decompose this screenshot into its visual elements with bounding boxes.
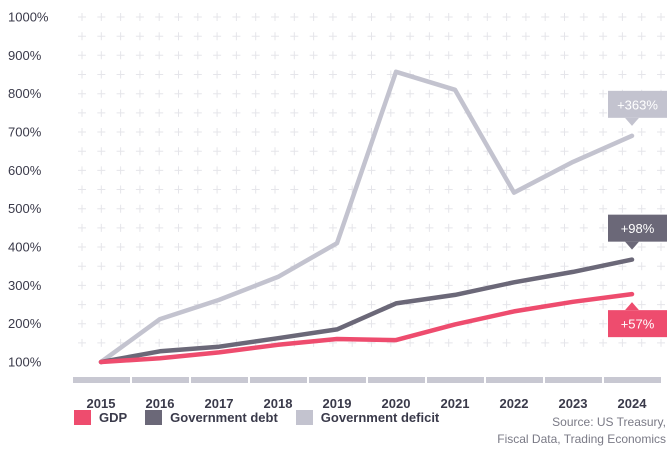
y-tick-label: 500% [8, 201, 42, 216]
end-label-text: +98% [621, 221, 655, 236]
series-lines [98, 69, 635, 365]
legend-item-government-deficit: Government deficit [295, 410, 440, 425]
y-tick-label: 100% [8, 355, 42, 370]
legend-swatch-government-debt [145, 410, 163, 425]
end-label-pointer [625, 302, 639, 311]
series-line-gdp [98, 291, 635, 365]
legend-swatch-gdp [74, 410, 91, 425]
y-tick-label: 1000% [8, 10, 49, 25]
legend: GDP Government debt Government deficit [74, 410, 457, 425]
x-tick-label: 2023 [559, 396, 588, 411]
x-axis-segment [309, 377, 366, 383]
x-axis-segment [191, 377, 248, 383]
source-line-2: Fiscal Data, Trading Economics [497, 432, 666, 446]
series-line-government-deficit [98, 69, 635, 365]
y-tick-label: 600% [8, 163, 42, 178]
end-label-box [608, 90, 667, 118]
end-labels: +363% +98% +57% [608, 90, 667, 338]
end-label-pointer [625, 117, 639, 126]
x-axis-segment [545, 377, 602, 383]
end-label-government-debt: +98% [608, 214, 667, 250]
series-line-government-debt [98, 257, 635, 365]
legend-swatch-government-deficit [295, 410, 313, 425]
end-label-pointer [625, 241, 639, 250]
x-tick-label: 2015 [87, 396, 116, 411]
chart-grid [78, 13, 665, 347]
x-tick-label: 2024 [618, 396, 648, 411]
x-axis-segment [368, 377, 425, 383]
y-tick-label: 700% [8, 125, 42, 140]
legend-item-government-debt: Government debt [145, 410, 278, 425]
x-axis-segment [250, 377, 307, 383]
y-tick-label: 200% [8, 316, 42, 331]
x-tick-label: 2020 [382, 396, 411, 411]
x-tick-label: 2016 [146, 396, 175, 411]
end-label-box [608, 310, 667, 338]
source-line-1: Source: US Treasury, [552, 415, 666, 429]
x-axis-segment [427, 377, 484, 383]
end-label-text: +363% [617, 97, 658, 112]
legend-item-gdp: GDP [74, 410, 127, 425]
x-tick-label: 2022 [500, 396, 529, 411]
x-axis-segment [486, 377, 543, 383]
x-axis-segment [73, 377, 130, 383]
x-tick-label: 2019 [323, 396, 352, 411]
x-axis: 2015 2016 2017 2018 2019 2020 2021 2022 2023 2024 [73, 377, 661, 411]
end-label-gdp: +57% [608, 302, 667, 338]
y-axis: 100% 200% 300% 400% 500% 600% 700% 800% 900% 1000… [8, 10, 49, 370]
source-note: Source: US Treasury, Fiscal Data, Tradin… [497, 414, 666, 448]
x-axis-segment [604, 377, 661, 383]
x-tick-label: 2021 [441, 396, 470, 411]
y-tick-label: 400% [8, 240, 42, 255]
y-tick-label: 800% [8, 86, 42, 101]
x-axis-segment [132, 377, 189, 383]
legend-label-government-debt: Government debt [170, 410, 278, 425]
x-tick-label: 2018 [264, 396, 293, 411]
end-label-box [608, 214, 667, 242]
end-label-text: +57% [621, 317, 655, 332]
y-tick-label: 300% [8, 278, 42, 293]
grid-pattern [78, 13, 665, 347]
x-tick-label: 2017 [205, 396, 234, 411]
legend-label-government-deficit: Government deficit [320, 410, 440, 425]
end-label-government-deficit: +363% [608, 90, 667, 126]
legend-label-gdp: GDP [99, 410, 128, 425]
y-tick-label: 900% [8, 48, 42, 63]
